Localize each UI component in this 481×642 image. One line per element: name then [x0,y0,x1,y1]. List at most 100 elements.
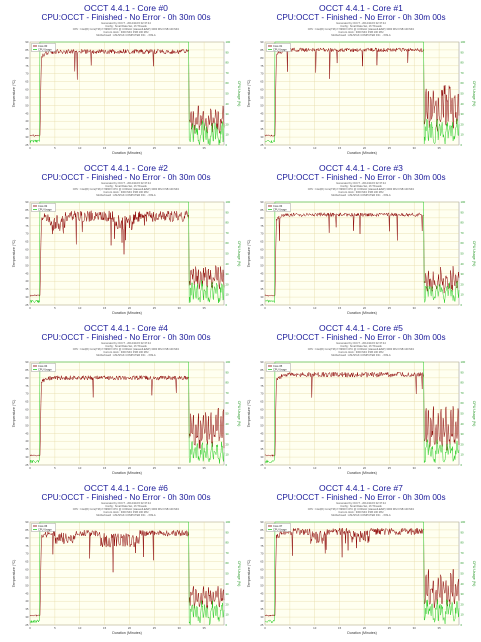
y-tick-label: 55 [260,95,264,99]
y-tick-label: 75 [25,544,29,548]
system-info-line: Config : Small Data Set, 16 Threads [105,345,147,348]
x-tick-label: 25 [388,466,392,470]
y-axis-label: Temperature (°C) [12,400,16,428]
y-tick-label: 35 [25,607,29,611]
y-tick-label: 40 [260,439,264,443]
y-axis-label: Temperature (°C) [247,80,251,108]
y-tick-label: 30 [260,135,264,139]
x-tick-label: 30 [178,466,182,470]
y-tick-label: 85 [25,48,29,52]
y-tick-label: 55 [25,575,29,579]
y-tick-label: 80 [25,56,29,60]
y-tick-label: 50 [25,583,29,587]
y-tick-label: 35 [260,447,264,451]
x-tick-label: 5 [54,306,56,310]
y-tick-label: 25 [25,463,29,467]
chart-plot: 25 30 35 40 45 50 55 60 65 70 75 80 85 90 0 5 10 15 20 25 30… [247,360,476,475]
x-tick-label: 35 [438,466,442,470]
y2-tick-label: 80 [461,381,465,385]
y2-tick-label: 40 [461,102,465,106]
y-tick-label: 60 [260,408,264,412]
legend-box [31,523,56,532]
y2-tick-label: 10 [461,293,465,297]
system-info-line: Generated by OCCT - 2014/11/15 02:37:44 [101,182,151,185]
y-tick-label: 75 [25,64,29,68]
y-tick-label: 25 [260,143,264,147]
y-tick-label: 70 [25,392,29,396]
x-tick-label: 15 [103,626,107,630]
y-tick-label: 65 [260,400,264,404]
x-tick-label: 30 [178,626,182,630]
y-tick-label: 75 [25,224,29,228]
y2-axis-label: CPU Usage (%) [472,401,476,427]
y-tick-label: 45 [260,111,264,115]
x-axis-label: Duration (Minutes) [347,311,377,315]
legend-label-core: Core #6 [38,524,48,528]
y2-tick-label: 80 [226,221,230,225]
x-tick-label: 10 [78,146,82,150]
system-info-line: Current clock : 3000 Mhz FSB 100 Mhz [103,31,149,34]
system-info-line: Current clock : 3000 Mhz FSB 100 Mhz [103,511,149,514]
chart-title: OCCT 4.4.1 - Core #0 [84,3,168,13]
y2-tick-label: 50 [226,572,230,576]
system-info-line: Config : Small Data Set, 16 Threads [340,345,382,348]
x-tick-label: 35 [203,306,207,310]
system-info-line: Config : Small Data Set, 16 Threads [340,25,382,28]
y2-tick-label: 20 [226,122,230,126]
x-tick-label: 20 [128,306,132,310]
core-chart-panel: OCCT 4.4.1 - Core #1 CPU:OCCT - Finished … [245,4,477,159]
y-tick-label: 40 [25,599,29,603]
y-tick-label: 25 [25,623,29,627]
system-info-line: CPU : Intel(R) Core(TM) i7-5960X CPU @ 3… [307,188,415,191]
y2-tick-label: 20 [461,282,465,286]
y-tick-label: 80 [25,536,29,540]
y-tick-label: 65 [25,240,29,244]
cpu-usage-series-line [264,521,460,624]
system-info-line: Motherboard : ASUSTeK COMPUTER INC. - X9… [96,514,156,517]
y-tick-label: 30 [25,135,29,139]
x-axis-label: Duration (Minutes) [347,631,377,635]
y-tick-label: 50 [260,423,264,427]
y2-tick-label: 0 [226,463,228,467]
y-tick-label: 60 [260,568,264,572]
system-info-line: Config : Small Data Set, 16 Threads [105,25,147,28]
y-tick-label: 45 [260,431,264,435]
y2-tick-label: 0 [226,303,228,307]
y-tick-label: 85 [260,208,264,212]
x-tick-label: 25 [153,146,157,150]
y2-tick-label: 40 [226,102,230,106]
legend-label-usage: CPU Usage [38,528,52,532]
y-tick-label: 50 [260,583,264,587]
x-tick-label: 10 [313,626,317,630]
y2-tick-label: 100 [461,520,466,524]
system-info-line: Generated by OCCT - 2014/11/15 02:37:44 [336,342,386,345]
chart-subtitle: CPU:OCCT - Finished - No Error - 0h 30m … [276,173,446,182]
x-tick-label: 35 [438,306,442,310]
y2-tick-label: 30 [226,432,230,436]
x-tick-label: 5 [289,466,291,470]
legend-box [31,43,56,52]
x-tick-label: 25 [388,626,392,630]
y-tick-label: 40 [260,279,264,283]
plot-area [264,361,460,466]
y2-tick-label: 60 [461,81,465,85]
y-tick-label: 60 [25,248,29,252]
x-tick-label: 15 [338,626,342,630]
x-tick-label: 35 [438,146,442,150]
system-info-line: CPU : Intel(R) Core(TM) i7-5960X CPU @ 3… [72,28,180,31]
y-tick-label: 55 [25,95,29,99]
system-info-line: Generated by OCCT - 2014/11/15 02:37:44 [336,182,386,185]
core-chart-panel: OCCT 4.4.1 - Core #3 CPU:OCCT - Finished … [245,164,477,319]
x-tick-label: 5 [54,146,56,150]
x-axis-label: Duration (Minutes) [112,471,142,475]
y2-tick-label: 60 [461,561,465,565]
legend-label-usage: CPU Usage [38,208,52,212]
y-tick-label: 55 [260,415,264,419]
x-tick-label: 10 [78,626,82,630]
system-info-line: Current clock : 3000 Mhz FSB 100 Mhz [338,191,384,194]
y2-axis-label: CPU Usage (%) [472,81,476,107]
x-tick-label: 0 [264,466,266,470]
y2-tick-label: 20 [226,602,230,606]
x-tick-label: 0 [264,146,266,150]
system-info-line: CPU : Intel(R) Core(TM) i7-5960X CPU @ 3… [307,348,415,351]
